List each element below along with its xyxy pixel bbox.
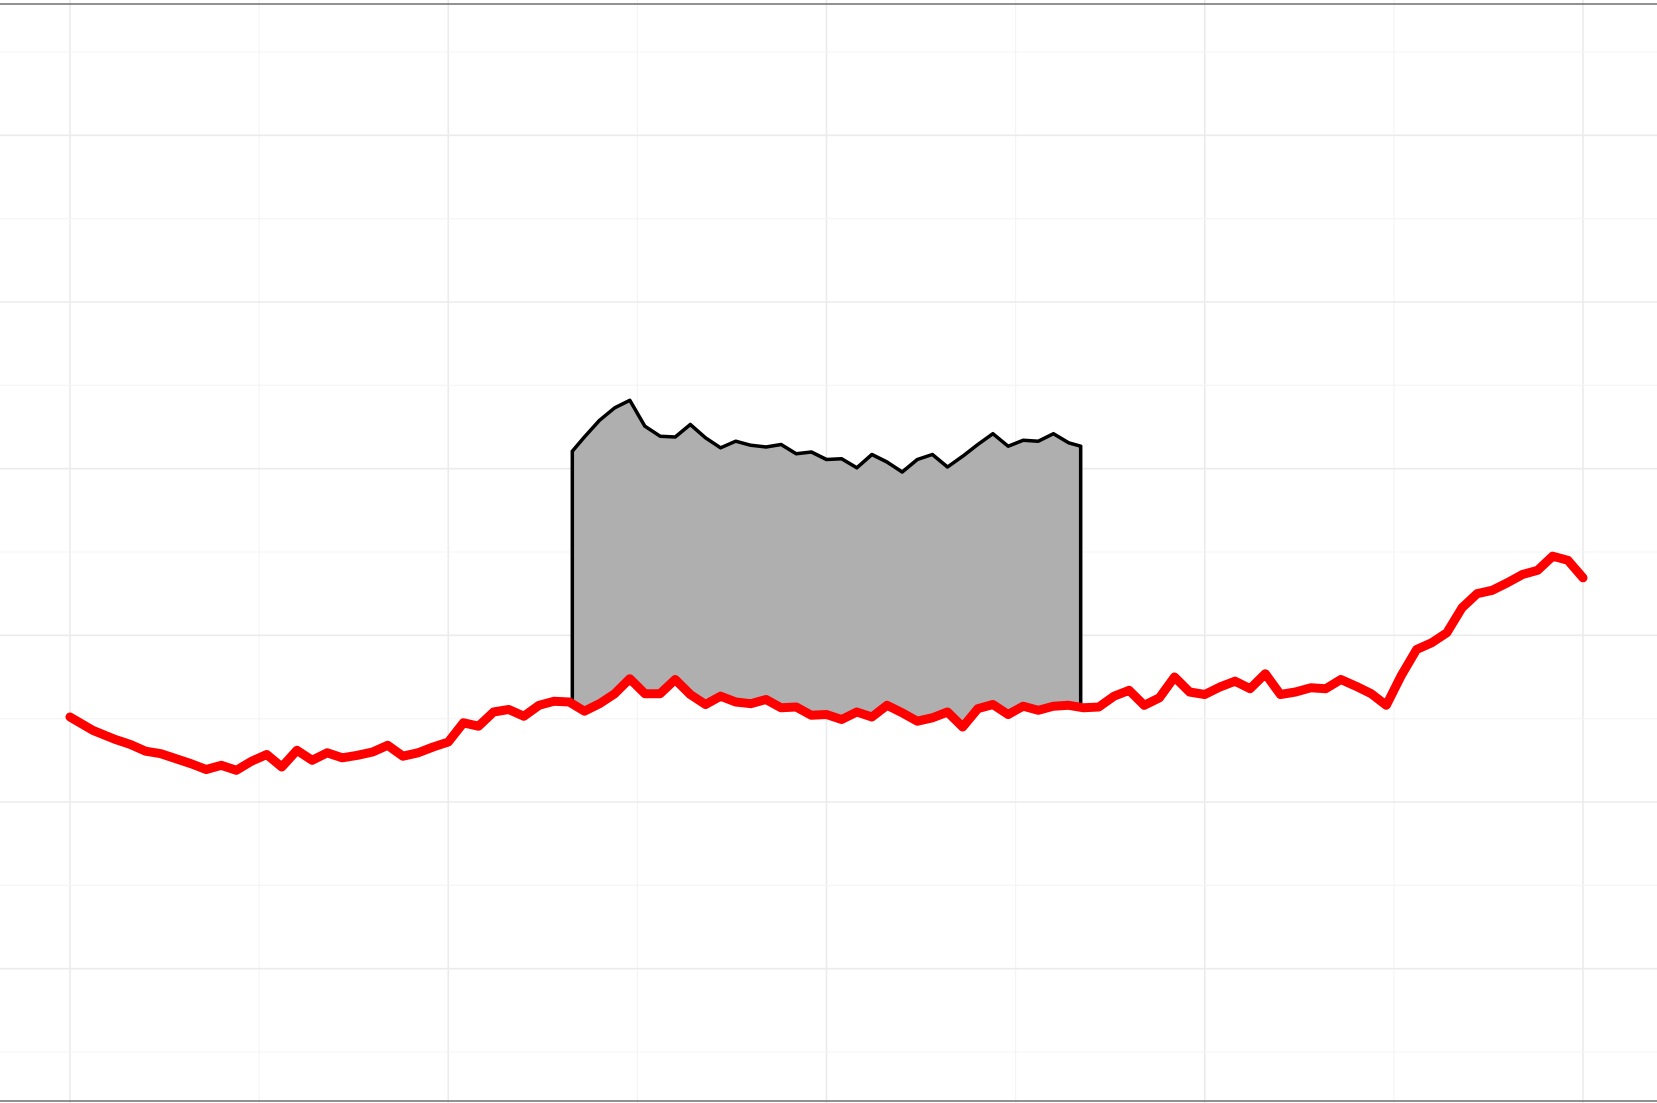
band-top-series-line [570,398,1083,474]
band-fill-area [572,400,1081,727]
baseline-series-line [65,551,1588,775]
